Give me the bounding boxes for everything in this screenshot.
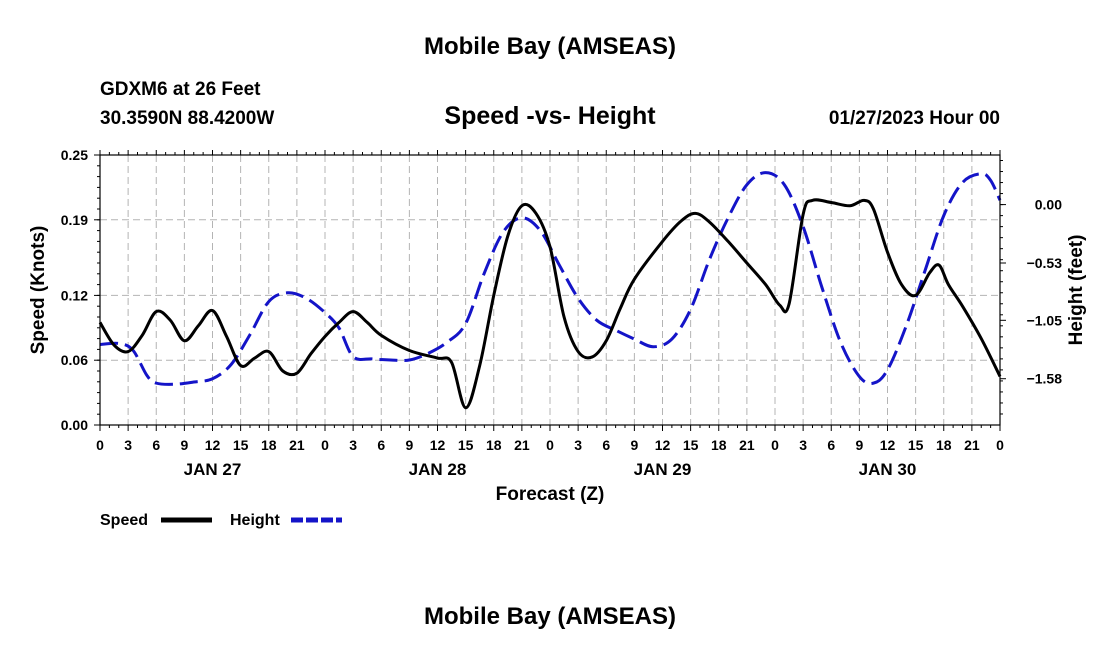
legend: Speed Height xyxy=(100,512,342,529)
tick-labels: 0 3 6 9 12 15 18 21 0 3 6 9 12 15 18 21 0 3 6 9 12 15 18 21 0 3 6 9… xyxy=(61,147,1062,479)
x-tick-label: 3 xyxy=(574,437,582,453)
x-tick-label: 21 xyxy=(964,437,980,453)
x-tick-label: 21 xyxy=(289,437,305,453)
x-tick-label: 9 xyxy=(630,437,638,453)
x-tick-label: 0 xyxy=(771,437,779,453)
x-tick-label: 9 xyxy=(405,437,413,453)
x-tick-label: 15 xyxy=(683,437,699,453)
station-name: GDXM6 at 26 Feet xyxy=(100,79,261,100)
x-tick-label: 9 xyxy=(180,437,188,453)
x-tick-label: 12 xyxy=(880,437,896,453)
x-tick-label: 0 xyxy=(321,437,329,453)
day-label: JAN 28 xyxy=(409,460,467,479)
y2-axis-label: Height (feet) xyxy=(1066,235,1087,346)
x-tick-label: 18 xyxy=(486,437,502,453)
x-tick-label: 12 xyxy=(430,437,446,453)
x-tick-label: 6 xyxy=(602,437,610,453)
day-label: JAN 29 xyxy=(634,460,692,479)
speed-series-line xyxy=(98,198,1002,410)
y-tick-label: 0.25 xyxy=(61,147,88,163)
x-tick-label: 18 xyxy=(711,437,727,453)
y2-tick-label: −1.58 xyxy=(1027,371,1063,387)
y2-tick-label: −0.53 xyxy=(1027,255,1063,271)
y2-tick-label: 0.00 xyxy=(1035,197,1062,213)
x-tick-label: 9 xyxy=(855,437,863,453)
y-tick-label: 0.00 xyxy=(61,417,88,433)
plot-frame xyxy=(99,154,1001,426)
x-tick-label: 3 xyxy=(349,437,357,453)
x-tick-label: 12 xyxy=(205,437,221,453)
x-axis-label: Forecast (Z) xyxy=(496,484,605,505)
x-tick-label: 0 xyxy=(546,437,554,453)
x-tick-label: 21 xyxy=(739,437,755,453)
day-label: JAN 30 xyxy=(859,460,917,479)
run-time: 01/27/2023 Hour 00 xyxy=(829,108,1000,129)
series-layer xyxy=(98,171,1002,410)
x-tick-label: 21 xyxy=(514,437,530,453)
station-coordinates: 30.3590N 88.4200W xyxy=(100,108,274,129)
axes xyxy=(94,150,1006,431)
x-tick-label: 15 xyxy=(233,437,249,453)
y-axis-label: Speed (Knots) xyxy=(28,226,49,355)
x-tick-label: 0 xyxy=(96,437,104,453)
x-tick-label: 15 xyxy=(908,437,924,453)
x-tick-label: 0 xyxy=(996,437,1004,453)
chart-title: Speed -vs- Height xyxy=(444,102,656,130)
y-tick-label: 0.06 xyxy=(61,352,88,368)
y-tick-label: 0.19 xyxy=(61,212,88,228)
day-label: JAN 27 xyxy=(184,460,242,479)
x-tick-label: 18 xyxy=(936,437,952,453)
x-tick-label: 3 xyxy=(799,437,807,453)
footer-title: Mobile Bay (AMSEAS) xyxy=(424,603,676,630)
page-title: Mobile Bay (AMSEAS) xyxy=(424,33,676,60)
y-tick-label: 0.12 xyxy=(61,287,88,303)
x-tick-label: 3 xyxy=(124,437,132,453)
x-tick-label: 15 xyxy=(458,437,474,453)
legend-height-label: Height xyxy=(230,512,280,529)
grid xyxy=(100,155,1000,425)
legend-speed-label: Speed xyxy=(100,512,148,529)
x-tick-label: 18 xyxy=(261,437,277,453)
x-tick-label: 6 xyxy=(827,437,835,453)
y2-tick-label: −1.05 xyxy=(1027,312,1063,328)
x-tick-label: 6 xyxy=(377,437,385,453)
x-tick-label: 6 xyxy=(152,437,160,453)
x-tick-label: 12 xyxy=(655,437,671,453)
